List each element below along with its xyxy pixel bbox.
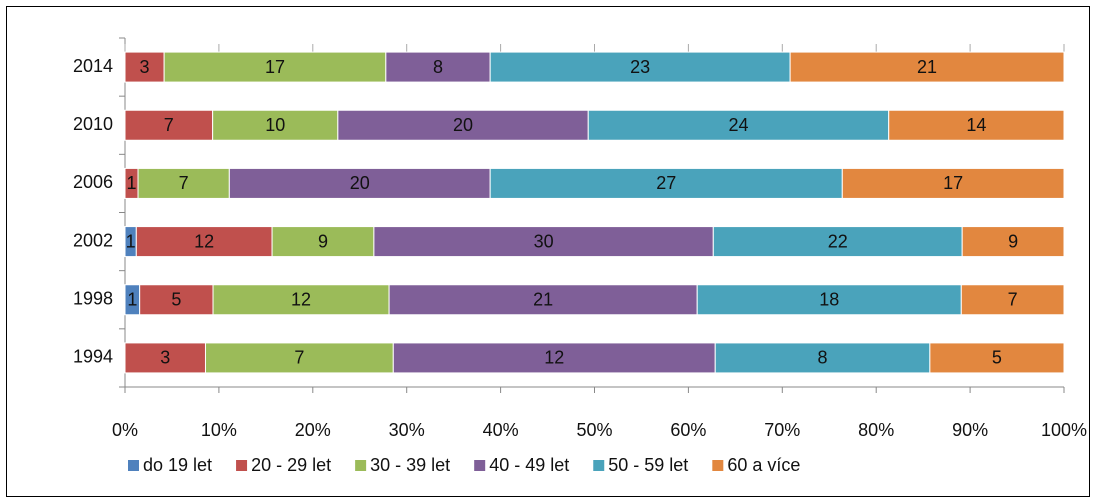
- bar-segment: [204, 342, 394, 374]
- bar-segment: [489, 51, 791, 83]
- bar-segment: [489, 167, 843, 199]
- x-tick-label: 60%: [670, 420, 706, 440]
- legend-swatch: [236, 460, 248, 471]
- y-tick-label: 1994: [73, 347, 113, 367]
- data-label: 21: [917, 57, 937, 77]
- bar-segment: [137, 167, 230, 199]
- legend-swatch: [128, 460, 139, 471]
- data-label: 24: [728, 115, 748, 135]
- y-tick-label: 2014: [73, 56, 113, 76]
- bar-segment: [124, 342, 206, 374]
- x-tick-label: 70%: [764, 420, 800, 440]
- x-tick-label: 90%: [952, 420, 988, 440]
- bar-segment: [696, 284, 962, 316]
- bar-segment: [888, 109, 1065, 141]
- legend-label: 30 - 39 let: [370, 455, 450, 475]
- x-tick-label: 10%: [201, 420, 237, 440]
- bar-segment: [135, 226, 273, 258]
- data-label: 5: [171, 290, 181, 310]
- data-label: 3: [160, 348, 170, 368]
- data-label: 30: [534, 231, 554, 251]
- x-tick-label: 50%: [576, 420, 612, 440]
- data-label: 12: [194, 231, 214, 251]
- x-tick-label: 40%: [483, 420, 519, 440]
- bar-segment: [392, 342, 716, 374]
- data-label: 17: [265, 57, 285, 77]
- legend-label: 20 - 29 let: [251, 455, 331, 475]
- legend-label: do 19 let: [143, 455, 212, 475]
- data-label: 9: [318, 231, 328, 251]
- data-label: 23: [630, 57, 650, 77]
- data-label: 5: [992, 348, 1002, 368]
- data-label: 8: [433, 57, 443, 77]
- x-tick-label: 20%: [295, 420, 331, 440]
- legend-swatch: [712, 460, 724, 471]
- x-tick-label: 30%: [389, 420, 425, 440]
- bar-segment: [587, 109, 890, 141]
- bar-segment: [841, 167, 1065, 199]
- bar-segment: [714, 342, 931, 374]
- bar-segment: [212, 284, 390, 316]
- bar-segment: [228, 167, 491, 199]
- y-tick-label: 2002: [73, 230, 113, 250]
- data-label: 20: [350, 173, 370, 193]
- bar-segment: [960, 284, 1065, 316]
- y-tick-label: 2010: [73, 114, 113, 134]
- x-tick-label: 100%: [1041, 420, 1087, 440]
- bar-segment: [929, 342, 1065, 374]
- bar-segment: [337, 109, 589, 141]
- data-label: 27: [656, 173, 676, 193]
- bar-segment: [712, 226, 963, 258]
- data-label: 21: [533, 290, 553, 310]
- bar-segment: [124, 109, 214, 141]
- bar-segment: [163, 51, 387, 83]
- bar-segment: [789, 51, 1065, 83]
- data-label: 14: [966, 115, 986, 135]
- data-label: 12: [544, 348, 564, 368]
- data-label: 7: [1008, 290, 1018, 310]
- data-label: 1: [127, 173, 137, 193]
- data-label: 22: [828, 231, 848, 251]
- data-label: 1: [127, 290, 137, 310]
- bar-segment: [373, 226, 714, 258]
- bar-segment: [388, 284, 698, 316]
- x-tick-label: 80%: [858, 420, 894, 440]
- legend-swatch: [355, 460, 367, 471]
- data-label: 1: [126, 231, 136, 251]
- data-label: 12: [291, 290, 311, 310]
- y-tick-label: 2006: [73, 172, 113, 192]
- bar-segment: [139, 284, 214, 316]
- y-tick-label: 1998: [73, 289, 113, 309]
- data-label: 7: [294, 348, 304, 368]
- data-label: 20: [453, 115, 473, 135]
- data-label: 9: [1008, 231, 1018, 251]
- legend-label: 40 - 49 let: [489, 455, 569, 475]
- data-label: 17: [943, 173, 963, 193]
- data-label: 7: [164, 115, 174, 135]
- data-label: 8: [818, 348, 828, 368]
- legend-label: 60 a více: [727, 455, 800, 475]
- legend-swatch: [593, 460, 605, 471]
- data-label: 7: [179, 173, 189, 193]
- legend-swatch: [474, 460, 486, 471]
- data-label: 18: [819, 290, 839, 310]
- legend-label: 50 - 59 let: [608, 455, 688, 475]
- data-label: 3: [140, 57, 150, 77]
- x-tick-label: 0%: [112, 420, 138, 440]
- bar-segment: [961, 226, 1065, 258]
- data-label: 10: [265, 115, 285, 135]
